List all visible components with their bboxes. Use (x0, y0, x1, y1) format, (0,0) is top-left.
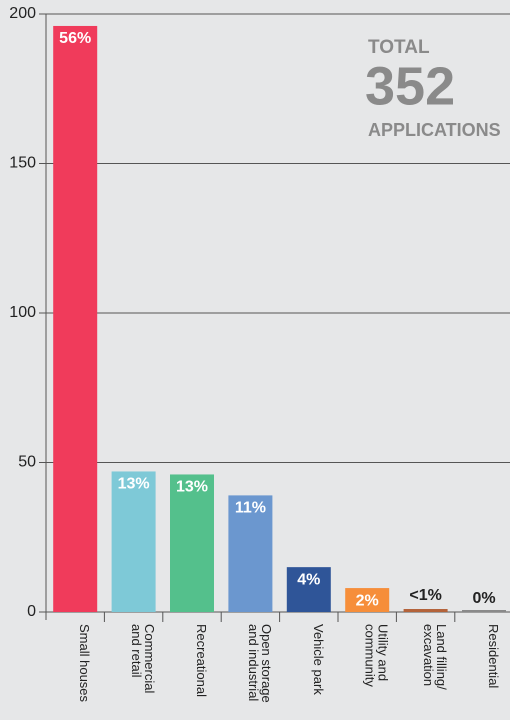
y-tick-label: 50 (18, 454, 36, 471)
bar (228, 495, 273, 612)
x-tick-line: Commercial (142, 624, 157, 693)
value-label: 13% (176, 479, 208, 496)
x-tick-line: excavation (421, 624, 436, 686)
x-tick-label: Small houses (77, 624, 92, 703)
x-tick-label: Open storageand industrial (246, 624, 274, 703)
bar (345, 588, 390, 612)
x-tick-label: Utility andcommunity (363, 624, 391, 687)
x-tick-line: Land filling/ (434, 624, 449, 690)
x-tick-line: Recreational (194, 624, 209, 697)
bar (53, 25, 98, 612)
x-tick-line: Utility and (376, 624, 391, 681)
value-label: 11% (235, 500, 266, 517)
x-tick-line: Vehicle park (311, 624, 326, 695)
total-label: TOTAL (368, 37, 430, 58)
x-tick-label: Residential (486, 624, 501, 688)
x-tick-line: and industrial (246, 624, 261, 701)
x-tick-label: Land filling/excavation (421, 624, 449, 690)
value-label: 4% (297, 571, 320, 588)
y-tick-label: 150 (9, 155, 36, 172)
y-tick-label: 200 (9, 5, 36, 22)
x-tick-line: Residential (486, 624, 501, 688)
total-number: 352 (365, 56, 455, 116)
y-tick-label: 0 (27, 603, 36, 620)
bar (403, 609, 448, 612)
value-label: 13% (118, 476, 150, 493)
value-label: 56% (59, 30, 91, 47)
bar (286, 567, 331, 612)
y-tick-label: 100 (9, 304, 36, 321)
value-label: <1% (409, 587, 441, 604)
x-tick-line: community (363, 624, 378, 687)
x-tick-line: Small houses (77, 624, 92, 703)
value-label: 2% (356, 592, 379, 609)
x-tick-label: Vehicle park (311, 624, 326, 695)
total-caption: APPLICATIONS (368, 120, 501, 140)
bar (111, 471, 156, 612)
x-tick-label: Commercialand retail (129, 624, 157, 693)
value-label: 0% (472, 590, 495, 607)
x-tick-label: Recreational (194, 624, 209, 697)
x-tick-line: Open storage (259, 624, 274, 703)
bar (170, 474, 214, 612)
x-tick-line: and retail (129, 624, 144, 678)
